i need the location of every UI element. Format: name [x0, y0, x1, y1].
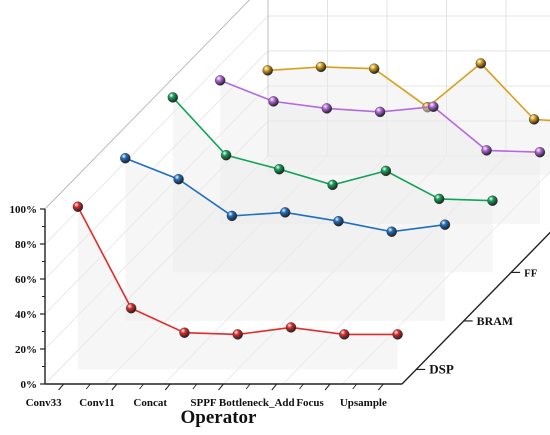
data-point [481, 145, 492, 156]
data-point [339, 329, 350, 340]
floor-grid-line [282, 155, 507, 385]
y-tick-label: 80% [15, 239, 37, 251]
data-point [327, 179, 338, 191]
data-point [392, 329, 403, 340]
x-minor-tick [192, 383, 198, 390]
data-point [333, 215, 344, 227]
series-label: DSP [429, 361, 454, 376]
x-tick [377, 383, 384, 391]
data-point [534, 146, 546, 158]
data-point [120, 152, 131, 164]
series-shade [220, 80, 540, 224]
x-tick [218, 383, 224, 391]
series-shade [267, 63, 550, 176]
data-point [386, 226, 397, 237]
y-tick-label: 40% [15, 309, 37, 321]
x-tick-label: Bottleneck_Add [219, 397, 295, 409]
data-point [315, 61, 327, 73]
floor-grid-line [44, 155, 269, 385]
y-tick-label: 60% [15, 274, 37, 286]
data-point [475, 58, 486, 69]
data-point [321, 103, 332, 114]
data-point [487, 195, 498, 206]
x-tick-label: Concat [133, 397, 167, 409]
data-point [167, 92, 179, 103]
y-tick-label: 100% [10, 204, 38, 216]
data-point [374, 106, 386, 118]
x-minor-tick [139, 383, 144, 390]
x-minor-tick [299, 383, 304, 390]
data-point [125, 303, 137, 314]
x-minor-tick [352, 383, 358, 390]
series-label: FF [524, 267, 538, 279]
x-tick [164, 383, 171, 391]
x-tick [58, 383, 65, 391]
x-tick-label: Conv33 [26, 397, 63, 409]
y-tick-label: 20% [15, 344, 37, 356]
z-axis-line [401, 231, 550, 385]
data-point [220, 149, 232, 161]
x-tick [324, 383, 331, 391]
floor-grid-line [163, 155, 388, 385]
data-point [214, 75, 226, 86]
series-label: BRAM [477, 314, 513, 328]
data-point [173, 173, 184, 185]
data-point [380, 165, 392, 177]
left-grid-line [44, 50, 269, 280]
x-tick-label: Upsample [340, 397, 387, 409]
data-point [528, 114, 540, 125]
data-point [72, 201, 84, 212]
data-point [280, 207, 291, 218]
top-left-edge [44, 0, 251, 210]
floor-grid-line [342, 171, 550, 385]
x-axis-title: Operator [181, 407, 258, 428]
x-minor-tick [245, 383, 251, 390]
floor-grid-line [104, 155, 328, 385]
floor-grid-line [223, 155, 447, 385]
x-minor-tick [85, 383, 91, 390]
data-point [262, 65, 273, 76]
data-point [179, 327, 190, 338]
x-tick [271, 383, 278, 391]
x-tick-label: Conv11 [79, 397, 114, 409]
x-tick-label: Focus [296, 397, 324, 409]
x-tick-label: SPPF [190, 397, 217, 409]
left-grid-line [44, 85, 269, 315]
data-point [226, 210, 238, 222]
series-shade [77, 206, 398, 370]
data-point [439, 219, 451, 230]
y-tick-label: 0% [21, 379, 38, 391]
data-point [274, 163, 285, 175]
data-point [232, 329, 243, 340]
data-point [434, 193, 445, 205]
data-point [369, 63, 380, 74]
data-point [285, 322, 297, 333]
data-point [268, 96, 279, 107]
data-point [428, 101, 439, 112]
x-tick [111, 383, 118, 391]
left-grid-line [44, 120, 269, 350]
series-shade [125, 158, 446, 321]
